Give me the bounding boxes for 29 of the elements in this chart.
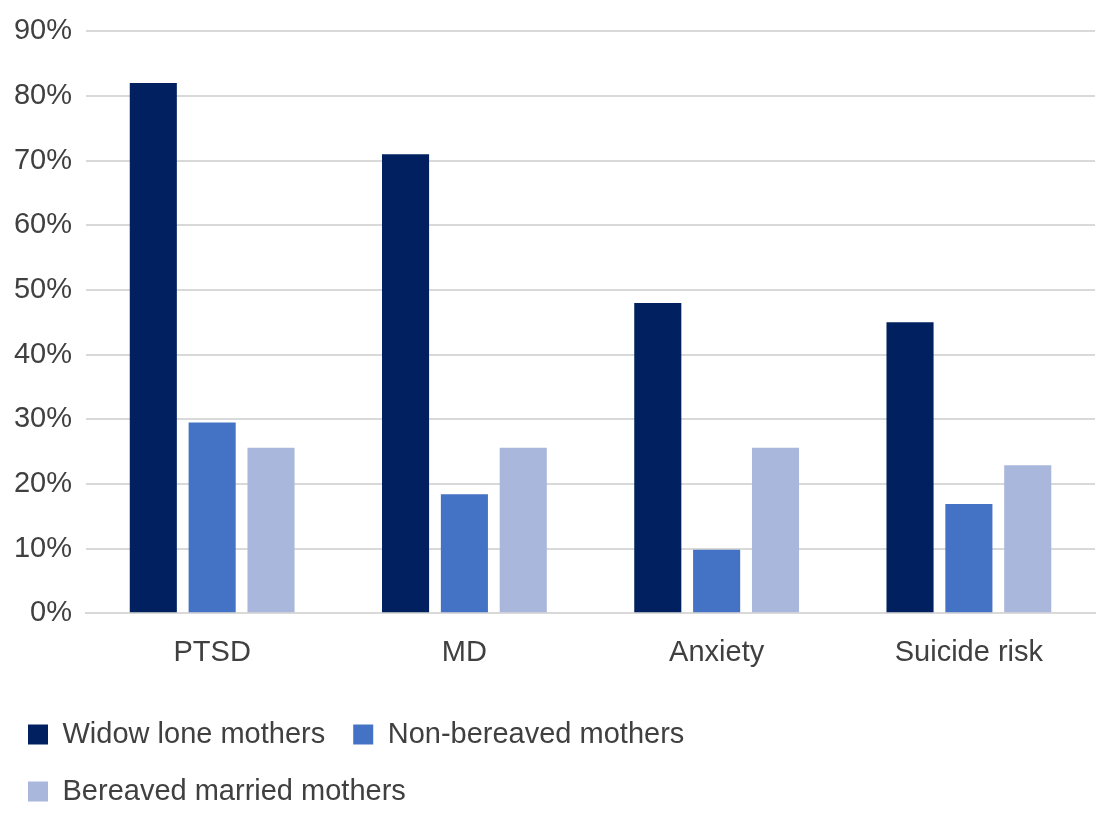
legend-label: Non-bereaved mothers bbox=[387, 716, 685, 749]
bar bbox=[382, 154, 430, 613]
bar bbox=[945, 503, 993, 613]
x-tick-label: PTSD bbox=[173, 634, 251, 667]
y-tick-label: 40% bbox=[14, 336, 73, 369]
y-tick-label: 70% bbox=[14, 142, 73, 175]
bar bbox=[188, 422, 236, 613]
bar bbox=[440, 494, 488, 613]
bar bbox=[751, 447, 800, 613]
y-tick-label: 50% bbox=[14, 271, 73, 304]
legend-label: Widow lone mothers bbox=[62, 716, 326, 749]
bar bbox=[129, 83, 177, 613]
y-tick-label: 80% bbox=[14, 78, 73, 111]
y-tick-label: 20% bbox=[14, 465, 73, 498]
y-tick-label: 10% bbox=[14, 530, 73, 563]
y-tick-label: 30% bbox=[14, 401, 73, 434]
y-tick-label: 60% bbox=[14, 207, 73, 240]
bar bbox=[247, 447, 295, 613]
x-tick-label: Suicide risk bbox=[894, 634, 1044, 667]
x-tick-label: MD bbox=[441, 634, 487, 667]
bar bbox=[499, 447, 547, 613]
legend-label: Bereaved married mothers bbox=[62, 773, 406, 806]
bar bbox=[886, 322, 934, 613]
bar bbox=[693, 549, 741, 613]
bar bbox=[1004, 465, 1052, 613]
x-tick-label: Anxiety bbox=[669, 634, 765, 667]
y-tick-label: 90% bbox=[14, 13, 73, 46]
y-tick-label: 0% bbox=[30, 595, 73, 628]
bar bbox=[634, 302, 682, 613]
